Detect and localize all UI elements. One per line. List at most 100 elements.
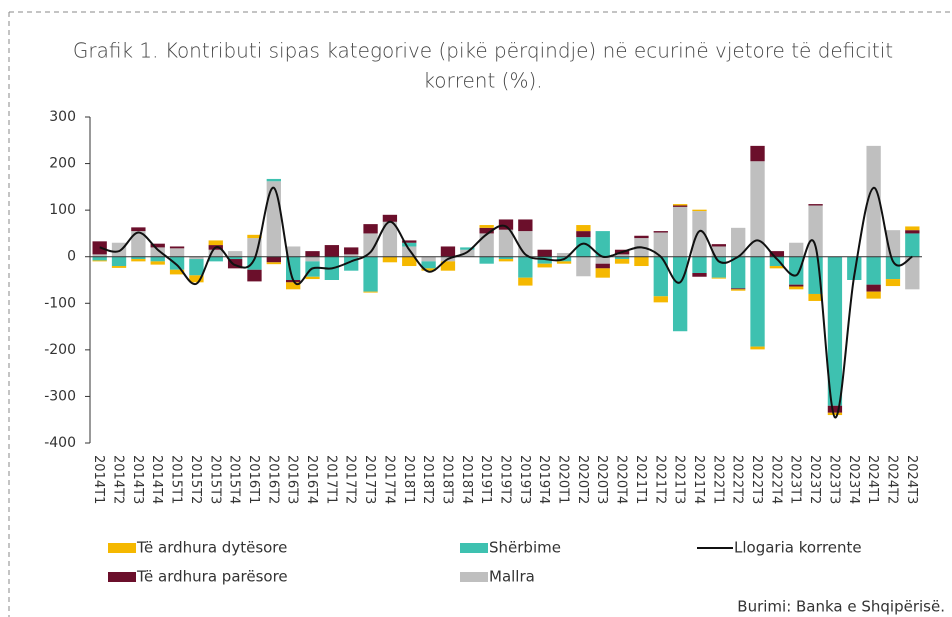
bar-segment bbox=[247, 234, 262, 239]
bar-segment bbox=[576, 256, 591, 277]
bar-segment bbox=[789, 256, 804, 285]
x-tick-label: 2023T3 bbox=[826, 455, 841, 504]
x-tick-label: 2015T4 bbox=[227, 455, 242, 504]
bar-segment bbox=[498, 229, 514, 257]
bar-segment bbox=[750, 346, 765, 350]
bar-segment bbox=[866, 145, 881, 257]
bar-segment bbox=[750, 161, 765, 257]
bar-segment bbox=[421, 268, 436, 271]
x-tick-label: 2019T4 bbox=[536, 455, 551, 504]
bar-segment bbox=[614, 259, 630, 264]
bar-segment bbox=[672, 206, 688, 257]
bar-segment bbox=[905, 233, 920, 257]
x-tick-label: 2018T1 bbox=[401, 455, 416, 504]
bar-segment bbox=[150, 261, 165, 265]
bar-segment bbox=[614, 254, 630, 257]
bar-segment bbox=[189, 275, 204, 283]
y-tick-label: 300 bbox=[49, 109, 76, 125]
bar-segment bbox=[189, 256, 204, 260]
legend-swatch bbox=[108, 572, 136, 582]
bar-segment bbox=[750, 256, 765, 347]
bar-segment bbox=[440, 261, 456, 271]
bar-segment bbox=[247, 256, 262, 270]
bar-segment bbox=[731, 227, 746, 257]
x-tick-label: 2014T3 bbox=[130, 455, 145, 504]
bar-segment bbox=[653, 296, 668, 303]
x-tick-label: 2022T3 bbox=[749, 455, 764, 504]
y-tick-label: 100 bbox=[49, 202, 76, 218]
bar-segment bbox=[576, 225, 591, 232]
bar-segment bbox=[402, 240, 417, 243]
bar-segment bbox=[363, 224, 378, 234]
bar-segment bbox=[672, 205, 688, 207]
bar-segment bbox=[769, 251, 785, 257]
bar-segment bbox=[653, 232, 668, 257]
y-tick-label: -400 bbox=[44, 435, 76, 451]
x-tick-label: 2020T1 bbox=[556, 455, 571, 504]
bar-segment bbox=[537, 263, 552, 268]
bar-segment bbox=[440, 246, 456, 257]
bar-segment bbox=[131, 227, 146, 232]
chart-title: korrent (%). bbox=[423, 69, 542, 93]
y-tick-label: 200 bbox=[49, 156, 76, 172]
bar-segment bbox=[169, 269, 185, 275]
bar-segment bbox=[479, 227, 494, 234]
x-tick-label: 2024T3 bbox=[904, 455, 919, 504]
bar-segment bbox=[808, 293, 823, 301]
bar-segment bbox=[789, 242, 804, 257]
legend-swatch bbox=[460, 543, 488, 553]
bar-segment bbox=[847, 256, 862, 280]
bar-segment bbox=[479, 225, 494, 228]
bar-segment bbox=[885, 279, 901, 287]
bar-segment bbox=[363, 256, 378, 292]
bar-segment bbox=[382, 221, 398, 257]
bar-segment bbox=[595, 263, 610, 269]
bar-segment bbox=[131, 259, 146, 262]
bar-segment bbox=[286, 246, 301, 257]
x-tick-label: 2022T4 bbox=[768, 455, 783, 504]
bar-segment bbox=[92, 256, 107, 261]
bar-segment bbox=[750, 145, 765, 162]
bar-segment bbox=[711, 246, 726, 257]
bar-segment bbox=[111, 256, 127, 267]
bar-segment bbox=[479, 256, 494, 264]
bar-segment bbox=[498, 256, 514, 260]
x-tick-label: 2021T4 bbox=[691, 455, 706, 504]
bar-segment bbox=[769, 256, 785, 267]
bar-segment bbox=[672, 204, 688, 206]
x-tick-label: 2014T4 bbox=[149, 455, 164, 504]
bar-segment bbox=[363, 291, 378, 293]
x-tick-label: 2024T1 bbox=[865, 455, 880, 504]
bar-segment bbox=[460, 247, 475, 250]
x-tick-label: 2017T2 bbox=[343, 455, 358, 504]
bar-segment bbox=[905, 230, 920, 234]
x-tick-label: 2021T2 bbox=[652, 455, 667, 504]
bar-segment bbox=[614, 256, 630, 260]
bar-segment bbox=[305, 276, 320, 280]
bar-segment bbox=[344, 247, 359, 255]
bar-segment bbox=[208, 240, 223, 246]
bar-segment bbox=[711, 277, 726, 279]
bar-segment bbox=[382, 256, 398, 263]
bar-segment bbox=[653, 256, 668, 297]
bar-segment bbox=[498, 259, 514, 262]
x-tick-label: 2016T1 bbox=[246, 455, 261, 504]
bar-segment bbox=[402, 246, 417, 257]
bar-segment bbox=[518, 277, 533, 286]
x-tick-label: 2020T4 bbox=[614, 455, 629, 504]
x-tick-label: 2020T3 bbox=[594, 455, 609, 504]
x-tick-label: 2015T1 bbox=[169, 455, 184, 504]
legend-label: Të ardhura parësore bbox=[136, 568, 288, 586]
x-tick-label: 2021T3 bbox=[672, 455, 687, 504]
bar-segment bbox=[189, 259, 204, 276]
x-tick-label: 2016T4 bbox=[304, 455, 319, 504]
x-tick-label: 2018T4 bbox=[459, 455, 474, 504]
legend-label: Të ardhura dytësore bbox=[136, 539, 287, 557]
bar-segment bbox=[131, 256, 146, 260]
bar-segment bbox=[692, 256, 707, 274]
bar-segment bbox=[827, 412, 843, 416]
bar-segment bbox=[518, 256, 533, 278]
bar-segment bbox=[266, 262, 281, 265]
bar-segment bbox=[169, 256, 185, 270]
x-tick-label: 2022T2 bbox=[730, 455, 745, 504]
